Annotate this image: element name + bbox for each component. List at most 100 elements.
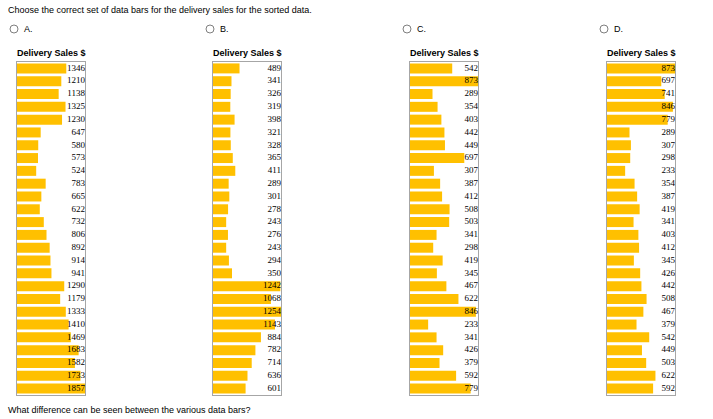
svg-text:341: 341 [662, 216, 676, 226]
svg-text:426: 426 [662, 268, 676, 278]
svg-text:779: 779 [662, 114, 676, 124]
svg-text:Delivery Sales $: Delivery Sales $ [607, 48, 676, 58]
svg-text:328: 328 [268, 140, 282, 150]
svg-text:467: 467 [465, 280, 479, 290]
svg-text:354: 354 [662, 178, 676, 188]
svg-text:1068: 1068 [263, 293, 282, 303]
svg-text:278: 278 [268, 204, 282, 214]
svg-text:298: 298 [465, 242, 479, 252]
svg-text:403: 403 [662, 229, 676, 239]
svg-text:1683: 1683 [67, 344, 86, 354]
svg-text:846: 846 [465, 306, 479, 316]
svg-text:741: 741 [662, 88, 676, 98]
svg-text:779: 779 [465, 383, 479, 393]
svg-text:298: 298 [662, 152, 676, 162]
svg-text:542: 542 [465, 63, 479, 73]
svg-text:243: 243 [268, 216, 282, 226]
svg-text:345: 345 [465, 268, 479, 278]
svg-text:D.: D. [614, 24, 623, 34]
svg-text:B.: B. [220, 24, 229, 34]
svg-text:354: 354 [465, 101, 479, 111]
svg-text:508: 508 [662, 293, 676, 303]
svg-text:601: 601 [268, 383, 282, 393]
svg-text:1469: 1469 [67, 332, 86, 342]
svg-text:1346: 1346 [67, 63, 86, 73]
svg-text:806: 806 [72, 229, 86, 239]
svg-text:289: 289 [662, 127, 676, 137]
svg-text:233: 233 [662, 165, 676, 175]
svg-text:665: 665 [72, 191, 86, 201]
svg-text:1290: 1290 [67, 280, 86, 290]
svg-text:319: 319 [268, 101, 282, 111]
svg-text:873: 873 [465, 75, 479, 85]
svg-text:1857: 1857 [67, 383, 86, 393]
svg-text:914: 914 [72, 255, 86, 265]
svg-text:289: 289 [268, 178, 282, 188]
svg-text:873: 873 [662, 63, 676, 73]
svg-text:412: 412 [662, 242, 676, 252]
svg-text:449: 449 [662, 344, 676, 354]
svg-text:345: 345 [662, 255, 676, 265]
svg-text:426: 426 [465, 344, 479, 354]
svg-text:326: 326 [268, 88, 282, 98]
svg-text:Delivery Sales $: Delivery Sales $ [213, 48, 282, 58]
svg-text:647: 647 [72, 127, 86, 137]
svg-text:What difference can be seen be: What difference can be seen between the … [8, 405, 251, 415]
svg-text:573: 573 [72, 152, 86, 162]
svg-text:1333: 1333 [67, 306, 86, 316]
svg-text:233: 233 [465, 319, 479, 329]
svg-text:508: 508 [465, 204, 479, 214]
svg-text:846: 846 [662, 101, 676, 111]
svg-text:Choose the correct set of data: Choose the correct set of data bars for … [8, 5, 312, 15]
svg-text:294: 294 [268, 255, 282, 265]
svg-text:419: 419 [662, 204, 676, 214]
svg-text:1582: 1582 [67, 357, 85, 367]
svg-text:387: 387 [662, 191, 676, 201]
svg-text:697: 697 [465, 152, 479, 162]
svg-text:387: 387 [465, 178, 479, 188]
svg-text:542: 542 [662, 332, 676, 342]
svg-text:350: 350 [268, 268, 282, 278]
svg-text:503: 503 [465, 216, 479, 226]
svg-text:289: 289 [465, 88, 479, 98]
svg-text:892: 892 [72, 242, 86, 252]
svg-text:714: 714 [268, 357, 282, 367]
svg-text:467: 467 [662, 306, 676, 316]
svg-text:592: 592 [465, 370, 479, 380]
svg-text:489: 489 [268, 63, 282, 73]
svg-text:379: 379 [465, 357, 479, 367]
svg-text:442: 442 [465, 127, 479, 137]
svg-text:412: 412 [465, 191, 479, 201]
svg-text:941: 941 [72, 268, 86, 278]
svg-text:243: 243 [268, 242, 282, 252]
svg-text:1254: 1254 [263, 306, 282, 316]
svg-text:1179: 1179 [67, 293, 85, 303]
svg-text:732: 732 [72, 216, 86, 226]
svg-text:884: 884 [268, 332, 282, 342]
svg-text:307: 307 [465, 165, 479, 175]
svg-text:341: 341 [268, 75, 282, 85]
svg-text:379: 379 [662, 319, 676, 329]
svg-text:449: 449 [465, 140, 479, 150]
svg-text:365: 365 [268, 152, 282, 162]
svg-text:301: 301 [268, 191, 282, 201]
svg-text:622: 622 [72, 204, 86, 214]
svg-text:1138: 1138 [67, 88, 85, 98]
svg-text:Delivery Sales $: Delivery Sales $ [17, 48, 86, 58]
svg-text:419: 419 [465, 255, 479, 265]
svg-text:C.: C. [417, 24, 426, 34]
svg-text:783: 783 [72, 178, 86, 188]
svg-text:1733: 1733 [67, 370, 86, 380]
svg-text:341: 341 [465, 332, 479, 342]
svg-text:782: 782 [268, 344, 282, 354]
svg-text:442: 442 [662, 280, 676, 290]
svg-text:1325: 1325 [67, 101, 86, 111]
svg-text:580: 580 [72, 140, 86, 150]
svg-text:1230: 1230 [67, 114, 86, 124]
svg-text:622: 622 [465, 293, 479, 303]
svg-text:622: 622 [662, 370, 676, 380]
svg-text:1410: 1410 [67, 319, 86, 329]
svg-text:341: 341 [465, 229, 479, 239]
svg-text:636: 636 [268, 370, 282, 380]
svg-text:276: 276 [268, 229, 282, 239]
